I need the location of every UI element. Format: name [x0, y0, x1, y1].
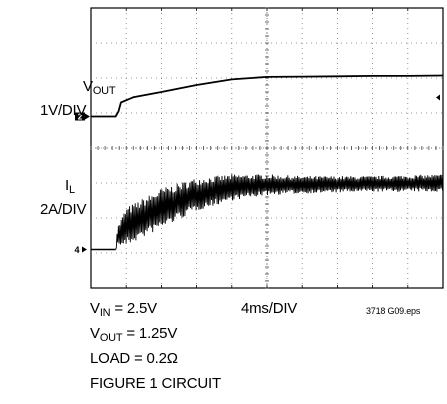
il-channel-name: IL [65, 177, 75, 196]
ch4-marker-arrow [82, 246, 87, 253]
trigger-level-marker [436, 94, 440, 101]
ch2-marker-box [75, 112, 85, 121]
channel-markers: 24 [74, 94, 440, 255]
traces [91, 74, 444, 251]
condition-vout: VOUT = 1.25V [90, 325, 178, 344]
ch2-marker-arrow [85, 113, 90, 120]
vout-scale-label: 1V/DIV [40, 102, 87, 119]
il-ripple-trace [115, 174, 443, 250]
condition-circuit: FIGURE 1 CIRCUIT [90, 375, 221, 392]
condition-vin: VIN = 2.5V [90, 300, 157, 319]
condition-load: LOAD = 0.2Ω [90, 350, 178, 367]
ch2-marker-label: 2 [78, 113, 83, 122]
graticule [90, 7, 444, 289]
vout-trace [91, 74, 444, 118]
figure-id: 3718 G09.eps [366, 306, 421, 316]
time-scale-label: 4ms/DIV [241, 300, 298, 317]
ch4-marker-label: 4 [74, 245, 79, 255]
vout-channel-name: VOUT [83, 78, 116, 97]
il-scale-label: 2A/DIV [40, 201, 87, 218]
